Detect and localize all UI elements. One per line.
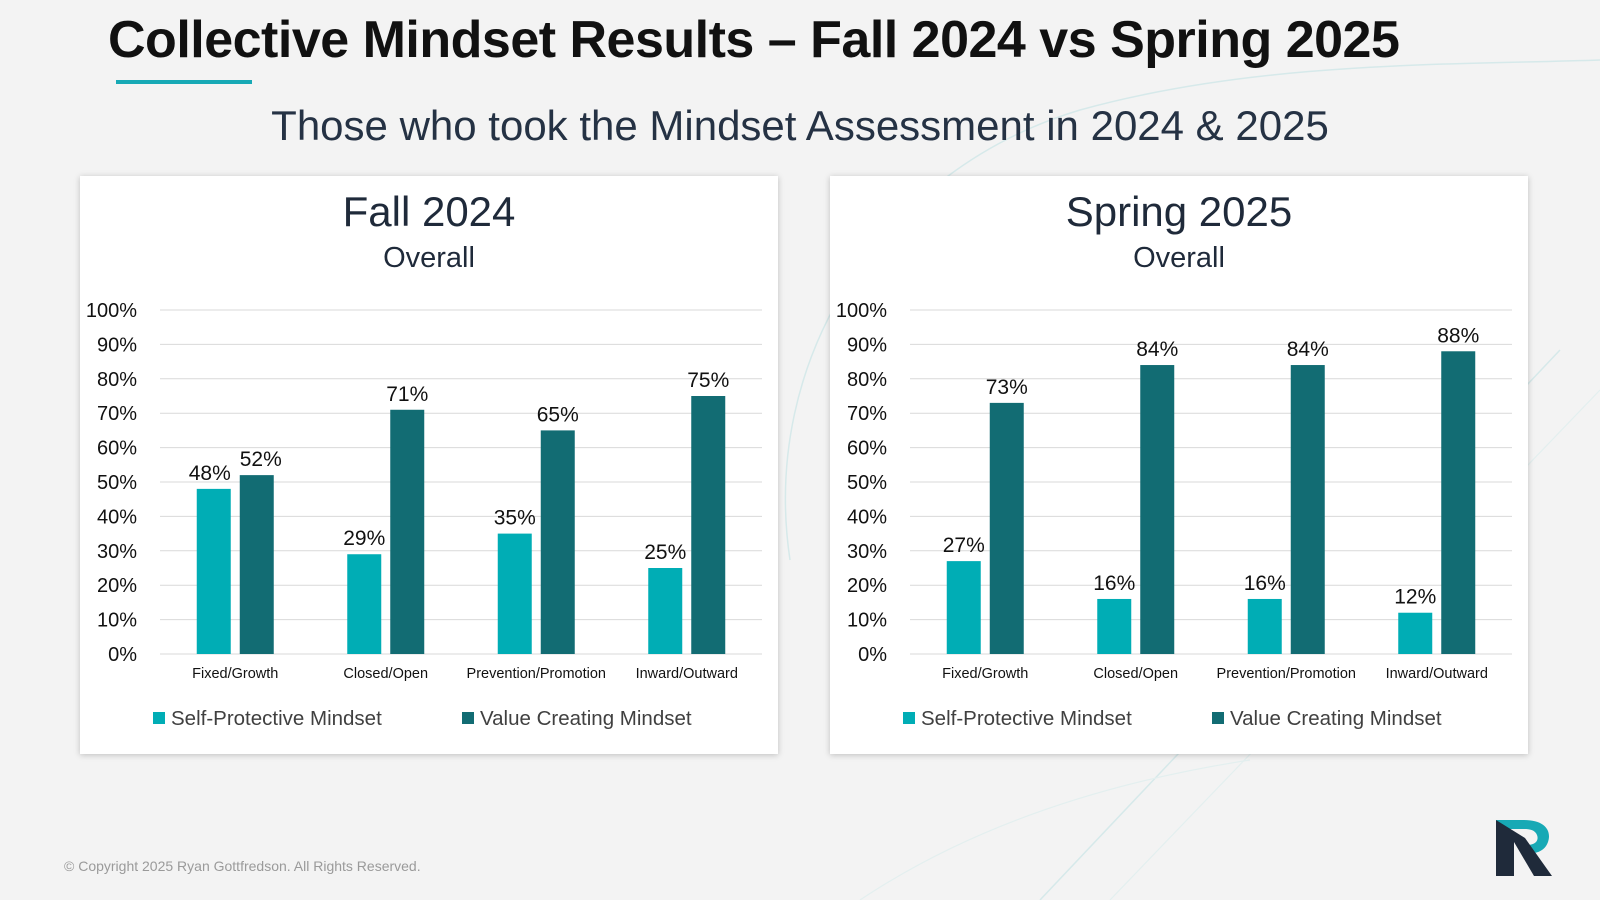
x-tick-label: Inward/Outward	[1386, 666, 1488, 682]
chart-title: Fall 2024	[343, 188, 516, 235]
data-label: 52%	[240, 448, 282, 471]
chart-title: Spring 2025	[1066, 188, 1293, 235]
data-label: 16%	[1244, 572, 1286, 595]
bar-self-protective-mindset-inward-outward	[1398, 612, 1433, 654]
legend-label: Self-Protective Mindset	[921, 707, 1132, 730]
bar-self-protective-mindset-closed-open	[347, 554, 382, 654]
y-tick-label: 70%	[97, 403, 137, 425]
data-label: 73%	[986, 376, 1028, 399]
y-tick-label: 10%	[847, 610, 887, 632]
bar-chart-spring-2025: Spring 2025 Overall 0% 10% 20% 30% 40% 50% 60% 70…	[836, 188, 1512, 730]
bar-value-creating-mindset-closed-open	[1140, 365, 1175, 654]
x-tick-label: Prevention/Promotion	[467, 666, 606, 682]
data-label: 16%	[1093, 572, 1135, 595]
legend-swatch-self-protective-mindset	[903, 712, 915, 724]
data-label: 48%	[189, 462, 231, 485]
y-tick-label: 80%	[847, 369, 887, 391]
page-subtitle: Those who took the Mindset Assessment in…	[271, 102, 1329, 149]
bar-self-protective-mindset-inward-outward	[648, 568, 683, 654]
data-label: 29%	[343, 527, 385, 550]
y-tick-label: 60%	[847, 438, 887, 460]
y-tick-label: 60%	[97, 438, 137, 460]
bar-value-creating-mindset-inward-outward	[1441, 351, 1476, 654]
y-tick-label: 40%	[97, 506, 137, 528]
page-title: Collective Mindset Results – Fall 2024 v…	[108, 11, 1400, 69]
y-tick-label: 50%	[847, 472, 887, 494]
bar-self-protective-mindset-fixed-growth	[196, 488, 231, 654]
y-tick-label: 0%	[108, 644, 137, 666]
chart-panel-fall-2024: Fall 2024 Overall 0% 10% 20% 30% 40% 50% 60% 70% 8…	[80, 176, 778, 754]
chart-subtitle: Overall	[383, 242, 475, 274]
copyright-notice: © Copyright 2025 Ryan Gottfredson. All R…	[64, 858, 421, 874]
y-tick-label: 90%	[97, 334, 137, 356]
bar-value-creating-mindset-prevention-promotion	[1290, 365, 1325, 654]
x-tick-label: Fixed/Growth	[192, 666, 278, 682]
y-tick-label: 30%	[847, 541, 887, 563]
data-label: 12%	[1394, 586, 1436, 609]
data-label: 35%	[494, 507, 536, 530]
bar-value-creating-mindset-fixed-growth	[239, 475, 274, 654]
legend-swatch-self-protective-mindset	[153, 712, 165, 724]
y-tick-label: 70%	[847, 403, 887, 425]
chart-subtitle: Overall	[1133, 242, 1225, 274]
x-tick-label: Fixed/Growth	[942, 666, 1028, 682]
bar-value-creating-mindset-closed-open	[390, 409, 425, 654]
data-label: 65%	[537, 403, 579, 426]
y-tick-label: 80%	[97, 369, 137, 391]
y-tick-label: 50%	[97, 472, 137, 494]
x-tick-label: Closed/Open	[343, 666, 428, 682]
y-tick-label: 100%	[836, 300, 887, 322]
legend-label: Value Creating Mindset	[480, 707, 692, 730]
y-tick-label: 20%	[847, 575, 887, 597]
y-tick-label: 0%	[858, 644, 887, 666]
data-label: 25%	[644, 541, 686, 564]
legend-swatch-value-creating-mindset	[1212, 712, 1224, 724]
chart-panel-spring-2025: Spring 2025 Overall 0% 10% 20% 30% 40% 50% 60% 70…	[830, 176, 1528, 754]
bar-self-protective-mindset-closed-open	[1097, 598, 1132, 654]
bar-self-protective-mindset-fixed-growth	[946, 561, 981, 654]
bar-value-creating-mindset-prevention-promotion	[540, 430, 575, 654]
y-tick-label: 40%	[847, 506, 887, 528]
data-label: 88%	[1437, 324, 1479, 347]
data-label: 71%	[386, 383, 428, 406]
rg-logo-icon	[1496, 820, 1552, 876]
title-underline	[116, 80, 252, 84]
x-tick-label: Closed/Open	[1093, 666, 1178, 682]
data-label: 75%	[687, 369, 729, 392]
y-tick-label: 90%	[847, 334, 887, 356]
bar-self-protective-mindset-prevention-promotion	[1247, 598, 1282, 654]
bar-chart-fall-2024: Fall 2024 Overall 0% 10% 20% 30% 40% 50% 60% 70% 8…	[86, 188, 762, 730]
x-tick-label: Inward/Outward	[636, 666, 738, 682]
legend-label: Self-Protective Mindset	[171, 707, 382, 730]
data-label: 84%	[1287, 338, 1329, 361]
y-tick-label: 30%	[97, 541, 137, 563]
y-tick-label: 10%	[97, 610, 137, 632]
bar-value-creating-mindset-inward-outward	[691, 396, 726, 654]
bar-value-creating-mindset-fixed-growth	[989, 402, 1024, 654]
bar-self-protective-mindset-prevention-promotion	[497, 533, 532, 654]
y-tick-label: 20%	[97, 575, 137, 597]
legend-label: Value Creating Mindset	[1230, 707, 1442, 730]
data-label: 84%	[1136, 338, 1178, 361]
x-tick-label: Prevention/Promotion	[1217, 666, 1356, 682]
y-tick-label: 100%	[86, 300, 137, 322]
data-label: 27%	[943, 534, 985, 557]
legend-swatch-value-creating-mindset	[462, 712, 474, 724]
